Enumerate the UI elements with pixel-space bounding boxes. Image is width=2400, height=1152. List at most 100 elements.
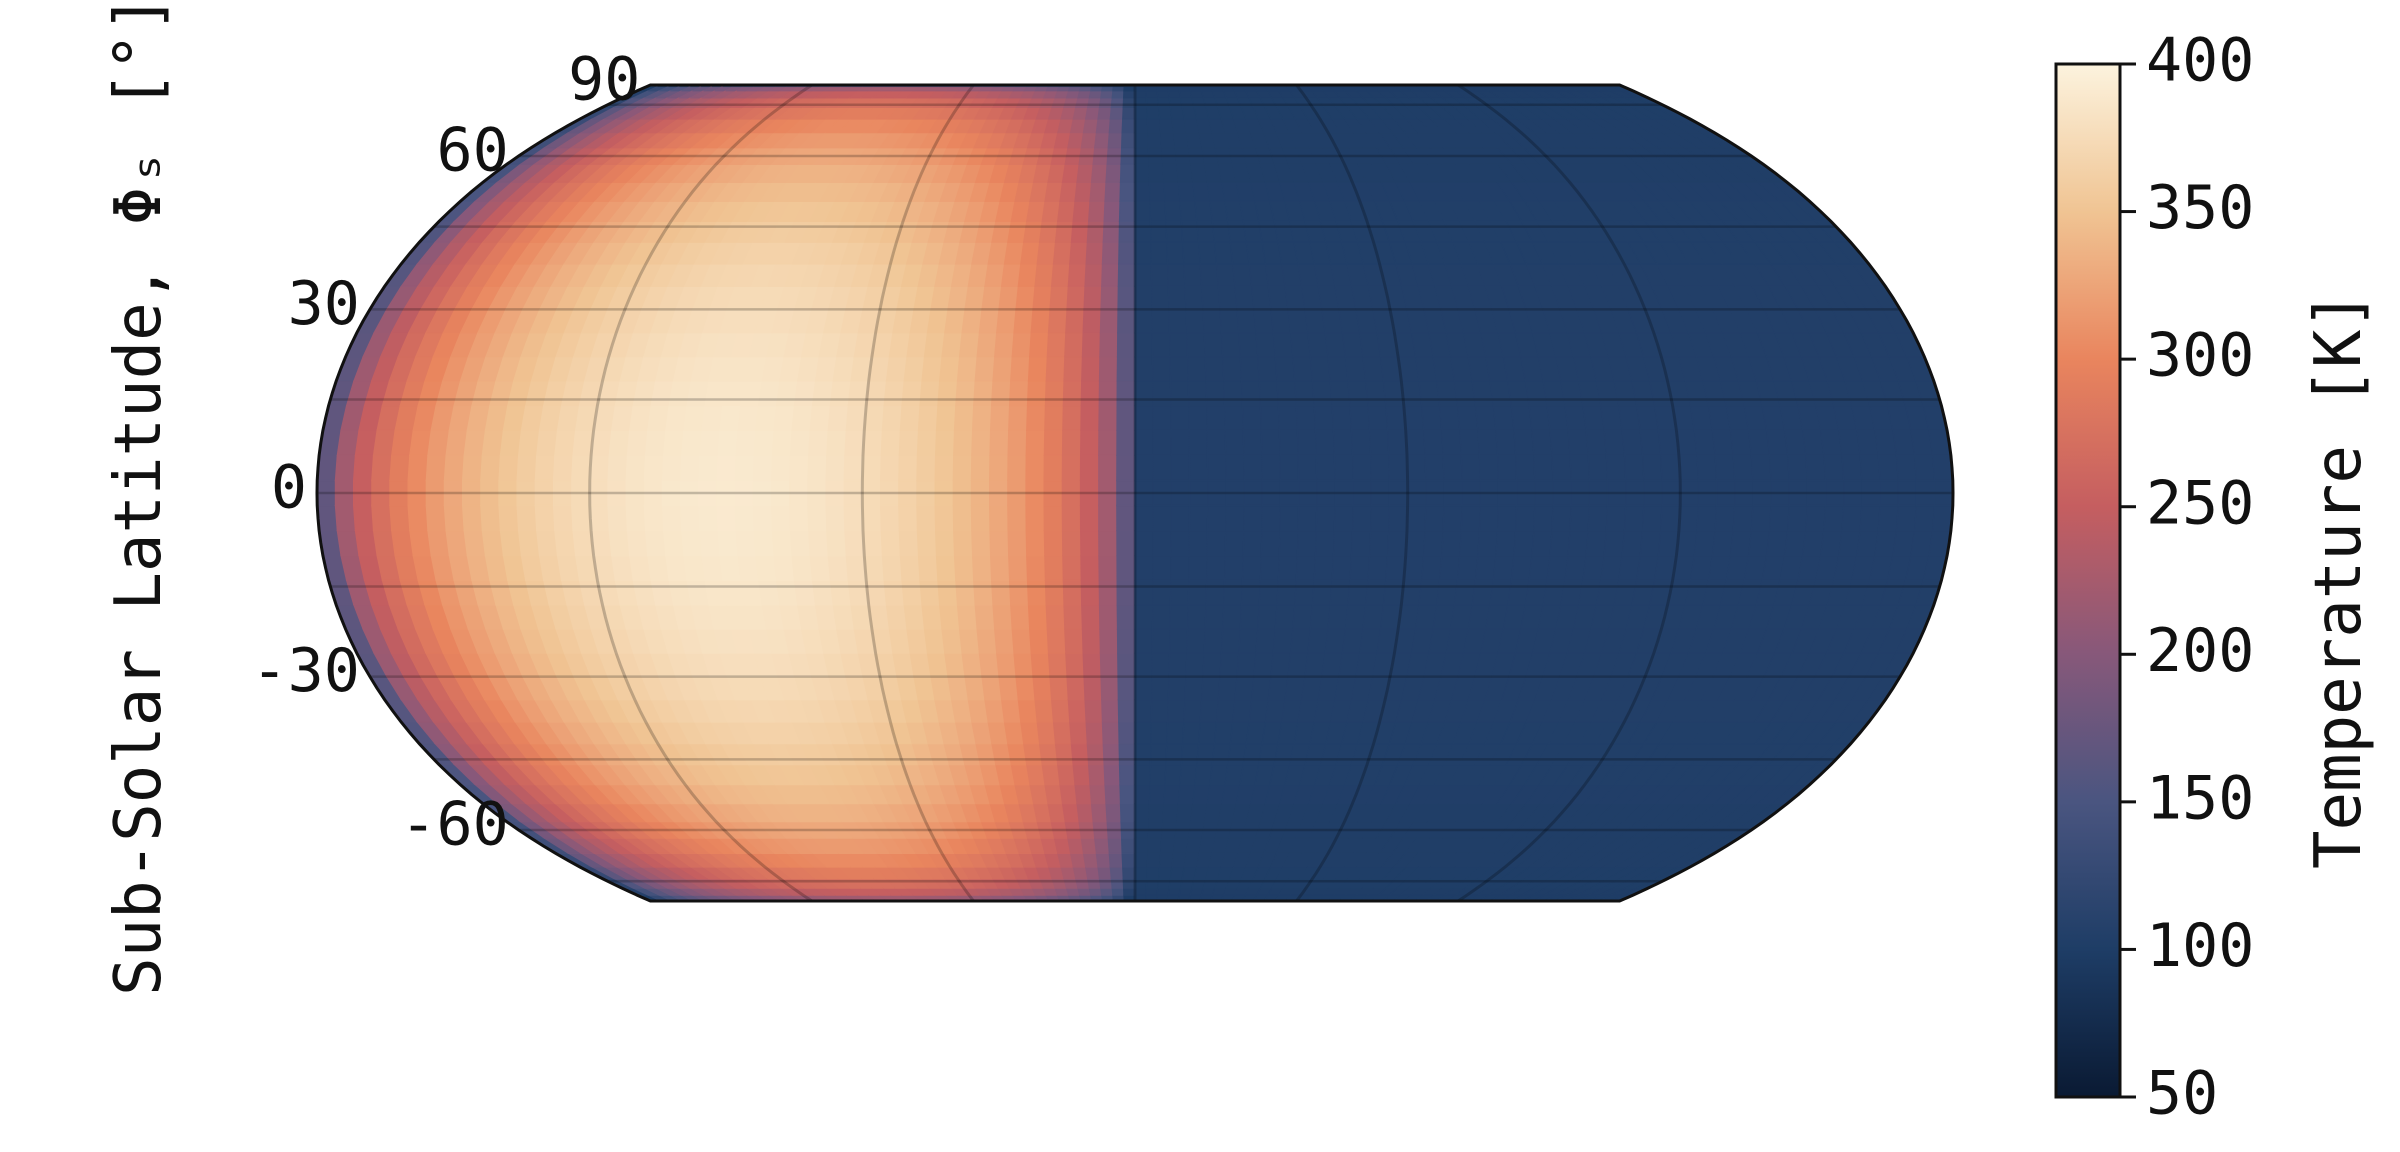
map-cell (1913, 504, 1936, 532)
map-cell (1166, 241, 1185, 265)
map-cell (1170, 504, 1191, 532)
map-cell (1015, 285, 1036, 310)
colorbar-tick-label: 150 (2146, 763, 2254, 833)
map-cell (1134, 837, 1150, 855)
map-cell (1877, 504, 1899, 532)
map-cell (1072, 763, 1091, 786)
map-cell (1017, 263, 1038, 287)
map-cell (1013, 652, 1034, 678)
map-cell (755, 405, 778, 431)
map-cell (1768, 454, 1790, 482)
map-cell (1116, 356, 1136, 382)
map-cell (976, 628, 998, 654)
map-cell (885, 604, 908, 630)
map-cell (1259, 405, 1281, 431)
map-cell (1123, 85, 1136, 92)
map-cell (1510, 554, 1533, 582)
latitude-tick-label: 30 (288, 269, 360, 339)
map-cell (1204, 356, 1225, 382)
map-cell (1151, 628, 1171, 654)
map-cell (1046, 332, 1067, 358)
map-cell (1047, 308, 1068, 334)
map-cell (1056, 894, 1071, 901)
map-cell (1179, 200, 1198, 222)
map-cell (1120, 837, 1136, 855)
map-cell (1080, 132, 1098, 149)
map-cell (734, 454, 755, 482)
map-cell (1044, 554, 1064, 582)
map-cell (1061, 163, 1080, 183)
map-cell (1327, 356, 1349, 382)
map-cell (1388, 504, 1409, 532)
map-cell (1510, 405, 1533, 431)
map-cell (825, 454, 846, 482)
map-cell (1188, 405, 1208, 431)
map-cell (407, 454, 429, 482)
map-cell (1116, 332, 1136, 358)
map-cell (1083, 285, 1103, 310)
map-cell (1118, 721, 1136, 745)
map-cell (1459, 429, 1481, 456)
map-cell (1160, 132, 1176, 149)
map-cell (1043, 529, 1064, 557)
map-cell (1134, 743, 1152, 766)
map-cell (1164, 763, 1183, 786)
map-cell (1089, 181, 1107, 202)
map-cell (1347, 380, 1369, 407)
map-cell (1008, 380, 1030, 407)
map-cell (661, 504, 683, 532)
map-cell (1008, 579, 1030, 606)
map-cell (371, 504, 393, 532)
map-cell (1329, 380, 1351, 407)
map-cell (1219, 308, 1240, 334)
map-cell (1117, 652, 1136, 678)
map-cell (1327, 604, 1349, 630)
map-cell (934, 429, 956, 456)
map-cell (1063, 604, 1084, 630)
map-cell (1098, 356, 1119, 382)
map-cell (1134, 783, 1151, 805)
map-cell (1134, 90, 1148, 99)
map-cell (499, 529, 523, 557)
map-cell (1056, 85, 1071, 92)
map-cell (773, 554, 796, 582)
map-cell (880, 429, 902, 456)
map-cell (1202, 308, 1223, 334)
map-cell (994, 332, 1015, 358)
map-cell (808, 429, 829, 456)
map-cell (1162, 802, 1180, 823)
map-cell (1621, 529, 1644, 557)
map-cell (1551, 504, 1572, 532)
map-cell (811, 579, 834, 606)
map-cell (626, 529, 649, 557)
map-cell (1109, 866, 1124, 880)
map-cell (1418, 579, 1441, 606)
map-cell (899, 554, 921, 582)
map-cell (1007, 429, 1028, 456)
map-cell (699, 429, 721, 456)
map-cell (1841, 454, 1863, 482)
map-cell (1315, 454, 1336, 482)
map-cell (923, 628, 946, 654)
map-cell (1186, 356, 1207, 382)
map-cell (1213, 721, 1234, 745)
colorbar-tick-label: 400 (2146, 26, 2254, 96)
map-cell (1165, 743, 1184, 766)
map-cell (1107, 132, 1123, 149)
map-cell (1442, 454, 1463, 482)
map-cell (1050, 698, 1071, 723)
map-cell (1167, 285, 1187, 310)
map-cell (961, 308, 983, 334)
map-cell (992, 356, 1013, 382)
map-cell (1206, 454, 1227, 482)
map-cell (971, 529, 992, 557)
map-cell (1197, 721, 1218, 745)
map-cell (1232, 698, 1253, 723)
map-cell (996, 652, 1017, 678)
map-cell (1090, 163, 1108, 183)
map-cell (1145, 90, 1159, 99)
map-cell (1078, 85, 1093, 92)
map-cell (1296, 529, 1317, 557)
map-cell (1186, 604, 1207, 630)
map-cell (1007, 454, 1027, 482)
